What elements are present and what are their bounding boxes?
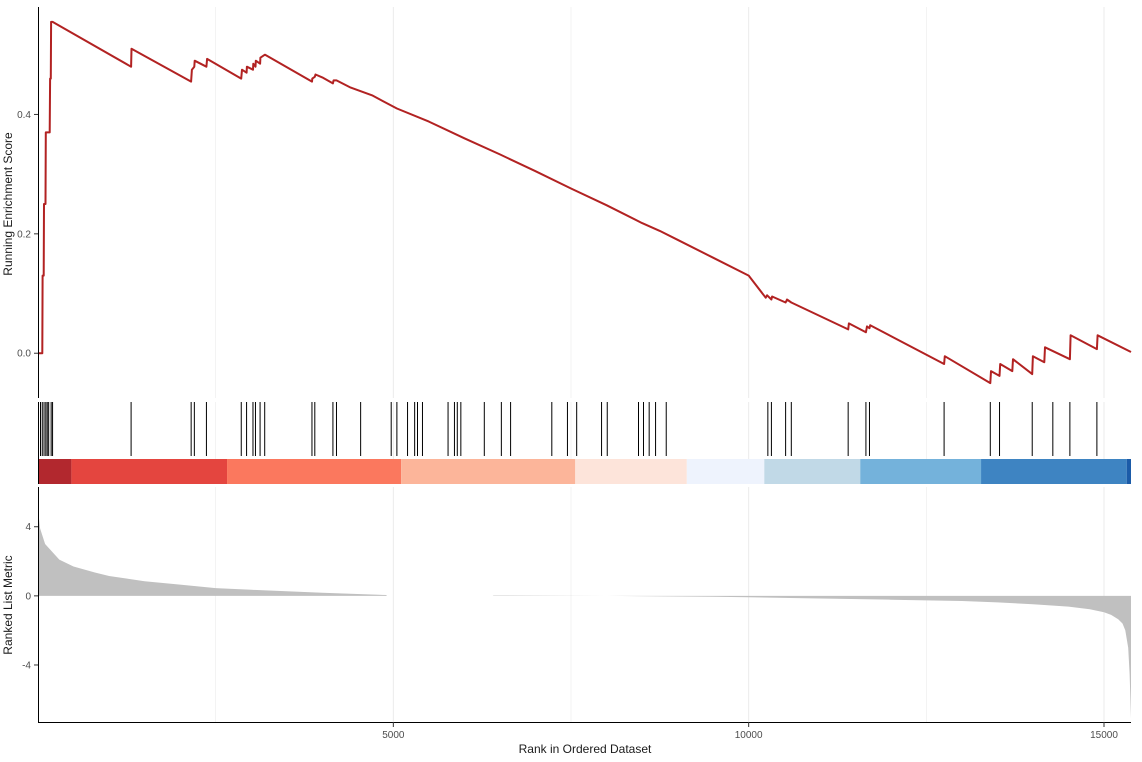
gene-hits-panel [38,402,1131,484]
color-bar-segment [38,459,72,484]
vertical-gridlines [215,7,1105,722]
x-axis-ticks: 5000 10000 15000 [382,722,1118,741]
ranked-list-y-title: Ranked List Metric [1,555,15,654]
color-bar-segment [860,459,982,484]
running-score-line [38,20,1132,385]
color-bar-segment [227,459,402,484]
running-score-y-ticks: 0.0 0.2 0.4 [17,110,38,360]
color-bar-segment [981,459,1127,484]
running-score-y-title: Running Enrichment Score [1,132,15,276]
color-bar-segment [401,459,576,484]
y-tick-label: -4 [22,660,31,671]
y-tick-label: 0 [25,591,31,602]
color-bar-segment [764,459,861,484]
ranked-list-area [38,487,1131,719]
y-tick-label: 0.0 [17,349,31,360]
gene-hit-marks [39,402,1098,456]
y-tick-label: 4 [25,522,31,533]
running-score-panel: 0.0 0.2 0.4 Running Enrichment Score [1,7,1132,398]
ranking-color-bar [38,459,1131,484]
x-axis-title: Rank in Ordered Dataset [519,742,652,756]
color-bar-segment [686,459,765,484]
color-bar-segment [71,459,228,484]
x-tick-label: 15000 [1090,730,1118,741]
color-bar-segment [575,459,687,484]
x-tick-label: 5000 [382,730,405,741]
y-tick-label: 0.2 [17,229,31,240]
y-tick-label: 0.4 [17,110,31,121]
ranked-list-y-ticks: 4 0 -4 [22,522,38,671]
x-tick-label: 10000 [735,730,763,741]
ranked-list-panel: 4 0 -4 5000 10000 15000 Ranked List Metric R… [1,487,1131,756]
color-bar-segment [1126,459,1131,484]
